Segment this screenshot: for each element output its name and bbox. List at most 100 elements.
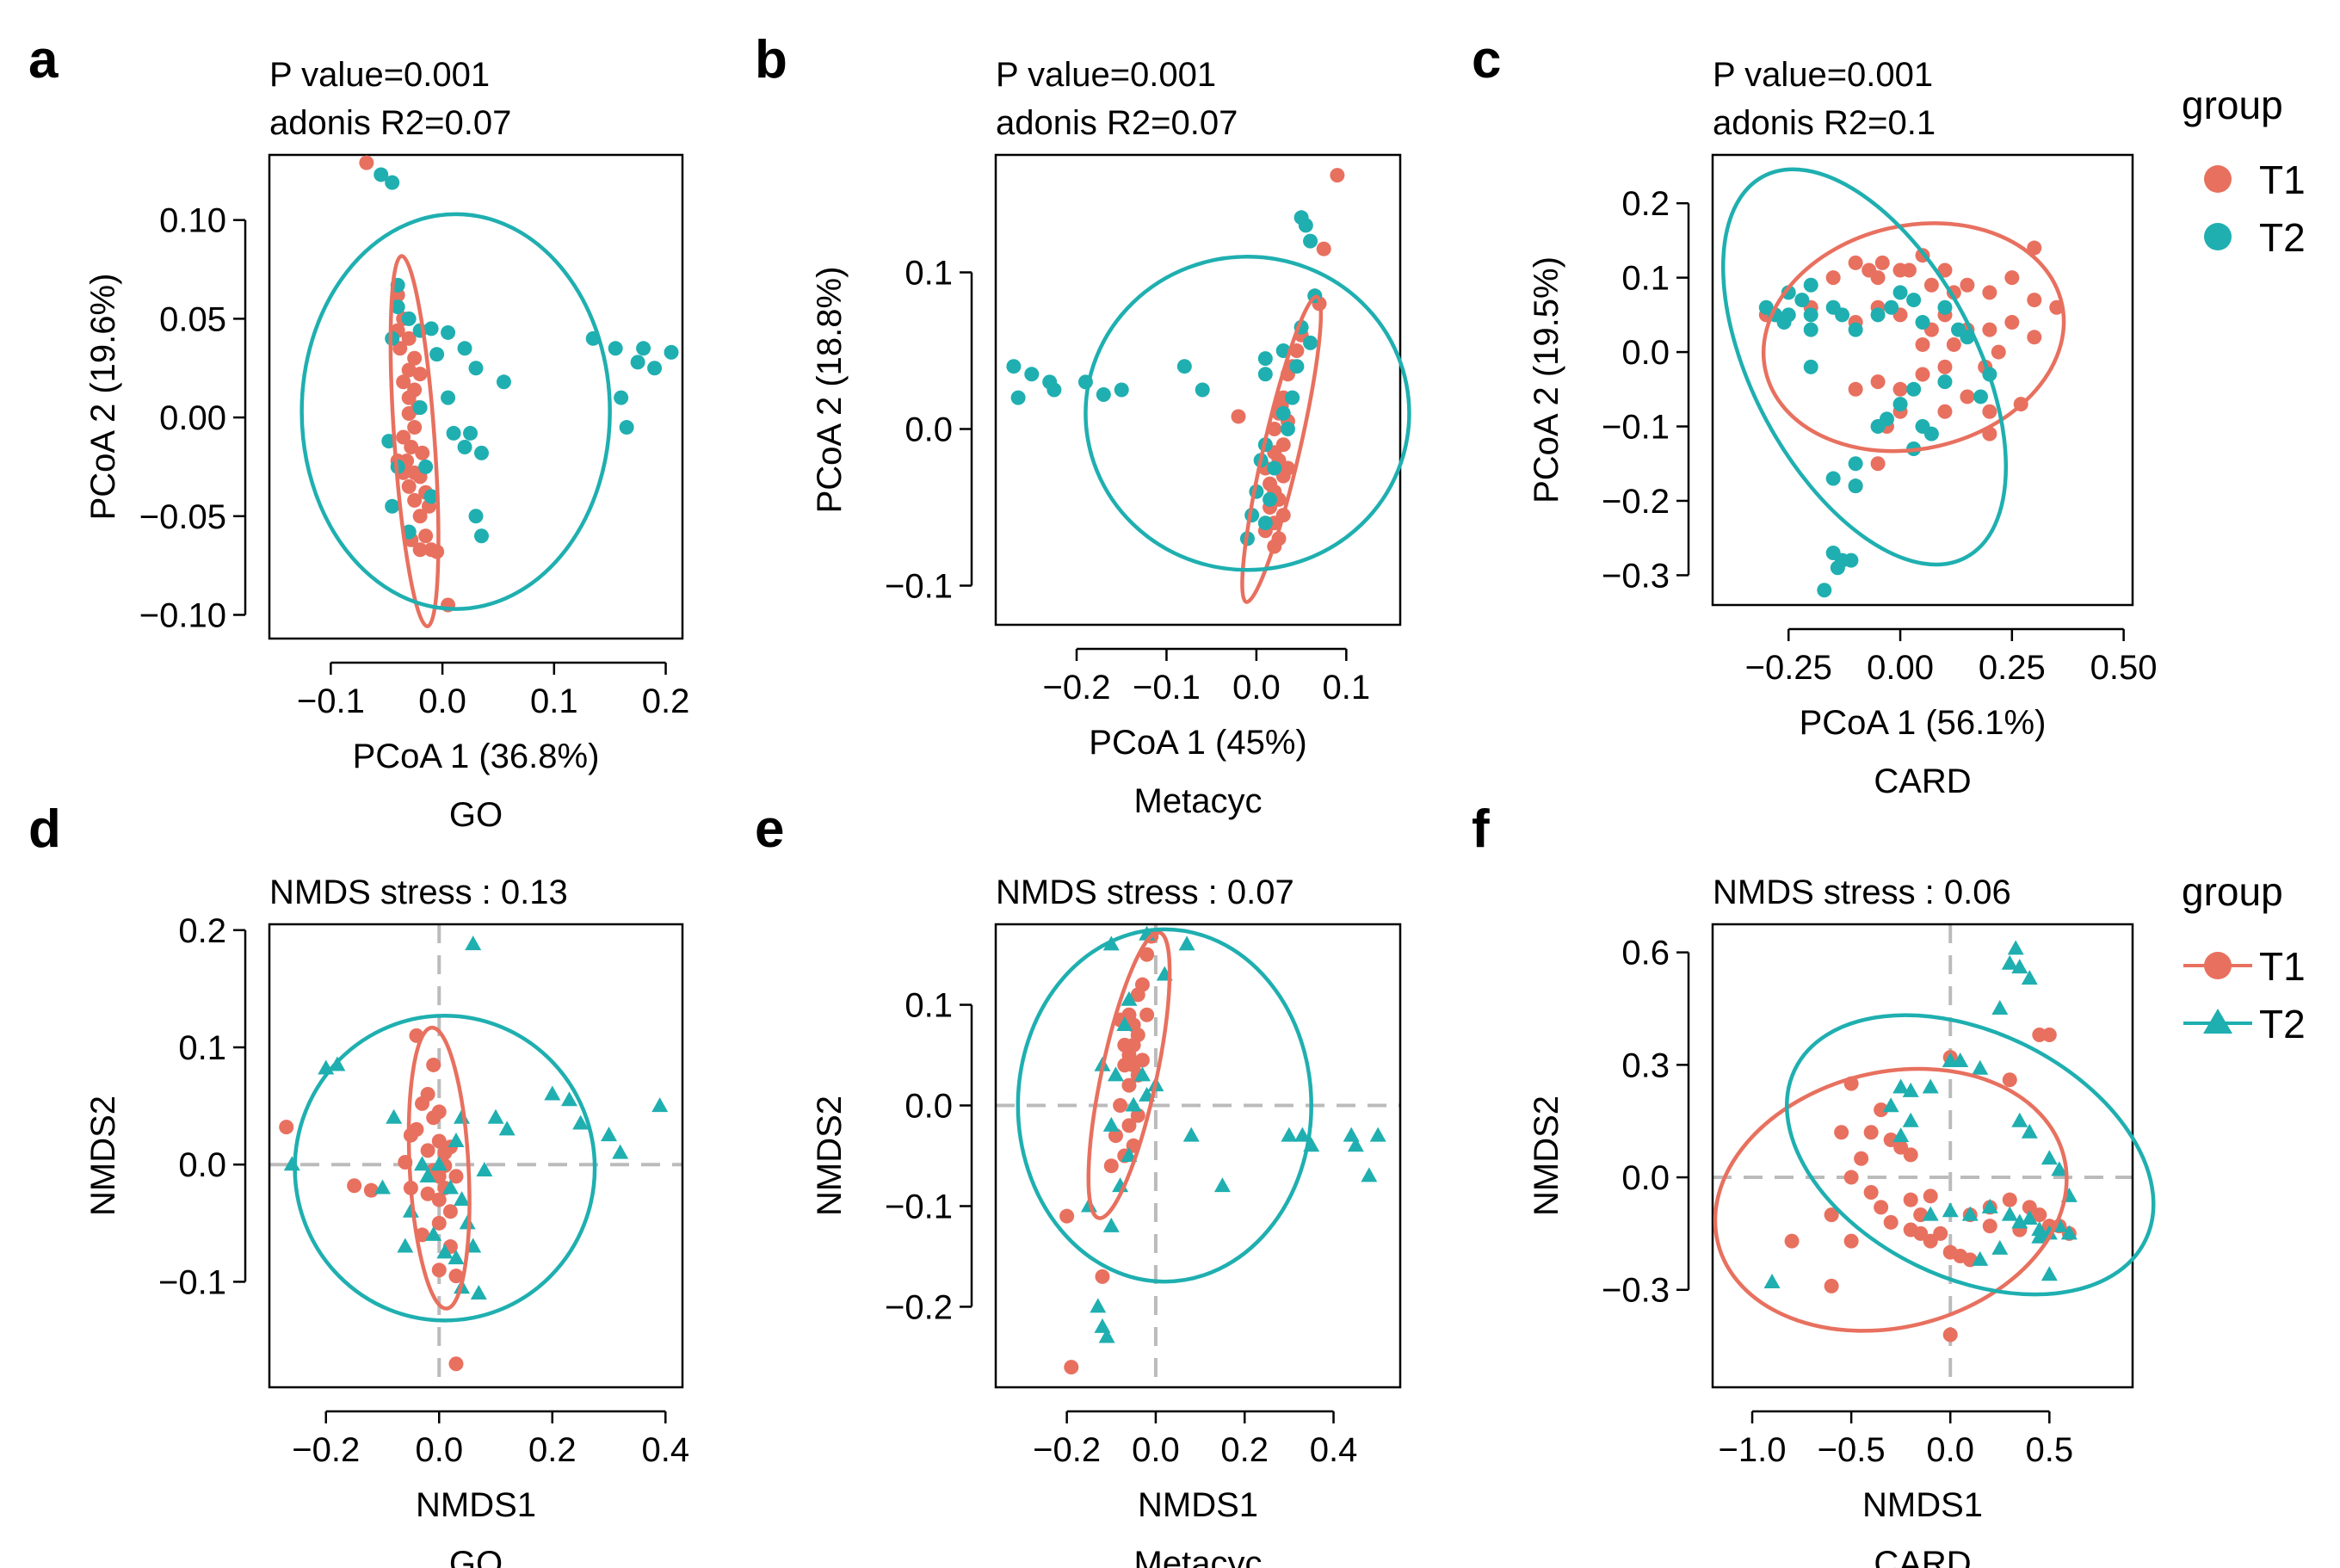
panel-d: d NMDS stress : 0.13 −0.2 0.0 0.2 0.4 −0.1 0.0 0… [28,799,689,1568]
data-point-T2 [1825,471,1841,486]
x-tick-label: 0.0 [415,1431,463,1469]
confidence-ellipse-T1 [1086,930,1172,1220]
data-point-T1 [1982,322,1997,337]
data-point-T2 [1991,1000,2009,1015]
data-point-T2 [1870,307,1886,323]
data-point-T1 [1874,1102,1889,1118]
data-point-T1 [431,1192,447,1207]
data-point-T2 [636,341,651,356]
data-point-T2 [1267,460,1282,476]
data-point-T1 [1059,1208,1075,1224]
data-point-T1 [2002,1192,2017,1207]
data-point-T2 [2001,954,2018,970]
data-point-T2 [1817,583,1832,598]
subtitle-line: adonis R2=0.07 [269,104,511,142]
data-point-T2 [457,341,472,356]
data-point-T2 [1870,419,1886,435]
data-point-T2 [1892,1078,1910,1094]
data-point-T2 [441,390,456,405]
data-point-T2 [2051,1161,2068,1176]
data-point-T2 [647,361,663,376]
data-point-T1 [420,1143,435,1158]
data-point-T2 [2007,940,2024,955]
data-point-T1 [1824,1278,1839,1293]
panel-caption: GO [449,1545,503,1568]
panel-letter: c [1472,30,1501,90]
data-point-T1 [401,478,417,494]
data-point-T2 [1830,560,1845,576]
y-tick-label: −0.1 [158,1263,226,1301]
data-point-T1 [1316,241,1331,256]
legend-label-T2: T2 [2259,1002,2306,1046]
data-point-T2 [1991,1239,2009,1255]
data-point-T1 [1874,255,1890,270]
legend-title: group [2182,869,2283,914]
legend-marker-T2 [2203,1009,2232,1034]
plot-border [268,923,684,1389]
y-tick-label: 0.0 [905,411,953,449]
data-point-T2 [614,390,629,405]
x-tick-label: 0.2 [642,682,690,720]
data-point-T2 [1906,293,1922,308]
panel-a: a P value=0.001 adonis R2=0.07 −0.1 0.0 0.1 0.… [28,30,689,834]
data-point-T1 [401,362,417,378]
x-tick-label: −0.2 [292,1431,360,1469]
subtitle-line: adonis R2=0.07 [996,104,1238,142]
data-point-T2 [1275,405,1291,421]
data-point-T2 [1303,335,1318,350]
data-point-T2 [1937,299,1953,315]
legend-title: group [2182,83,2283,127]
data-point-T2 [423,489,439,504]
data-point-T1 [359,155,374,170]
data-point-T2 [385,175,400,190]
data-point-T2 [1892,285,1908,300]
data-point-T1 [2022,1200,2037,1215]
y-axis-title: PCoA 2 (19.5%) [1528,256,1565,503]
data-point-T2 [476,1162,493,1177]
y-axis: −0.10 −0.05 0.00 0.05 0.10 [139,202,247,634]
data-point-T1 [1103,1158,1119,1174]
x-axis-title: NMDS1 [1138,1486,1258,1524]
data-point-T2 [1803,359,1818,374]
x-tick-label: −0.2 [1043,669,1111,707]
data-point-T1 [448,1269,464,1284]
data-point-T1 [409,1121,424,1137]
data-point-T1 [1937,404,1953,419]
data-point-T1 [2002,1072,2017,1088]
data-point-T1 [1848,255,1863,270]
x-axis-title: NMDS1 [1862,1486,1983,1524]
x-tick-label: 0.0 [418,682,466,720]
data-point-T2 [1114,382,1129,398]
data-point-T2 [1906,381,1922,397]
confidence-ellipse-T2 [1784,1013,2156,1297]
y-tick-label: −0.1 [885,568,953,606]
confidence-ellipse-T1 [1713,1066,2069,1333]
data-point-T1 [1874,1200,1889,1215]
legend-label-T2: T2 [2259,215,2306,260]
x-tick-label: −0.2 [1033,1431,1101,1469]
data-point-T1 [1117,1058,1133,1073]
data-point-T1 [431,1262,447,1278]
data-point-T1 [1863,1184,1879,1200]
data-point-T2 [423,321,439,336]
x-axis-title: NMDS1 [416,1486,536,1524]
data-point-T2 [1942,1202,1959,1218]
confidence-ellipse-T1 [388,254,441,628]
data-point-T1 [1901,262,1917,278]
data-point-T2 [1923,426,1939,441]
data-point-T2 [1848,322,1863,337]
y-tick-label: 0.0 [1621,334,1670,372]
x-axis: −0.2 −0.1 0.0 0.1 [1043,647,1370,707]
x-tick-label: −0.5 [1818,1431,1886,1469]
data-point-T1 [412,542,428,558]
panel-letter: b [755,30,787,90]
data-point-T2 [1848,456,1863,472]
data-point-T1 [1937,359,1953,374]
data-point-T1 [1139,1007,1155,1022]
x-axis: −0.2 0.0 0.2 0.4 [1033,1410,1357,1469]
subtitle-line: P value=0.001 [1713,56,1933,94]
data-point-T2 [1922,1078,1939,1094]
data-point-T2 [385,498,400,514]
y-tick-label: −0.2 [885,1288,953,1326]
data-point-T2 [1803,307,1818,323]
